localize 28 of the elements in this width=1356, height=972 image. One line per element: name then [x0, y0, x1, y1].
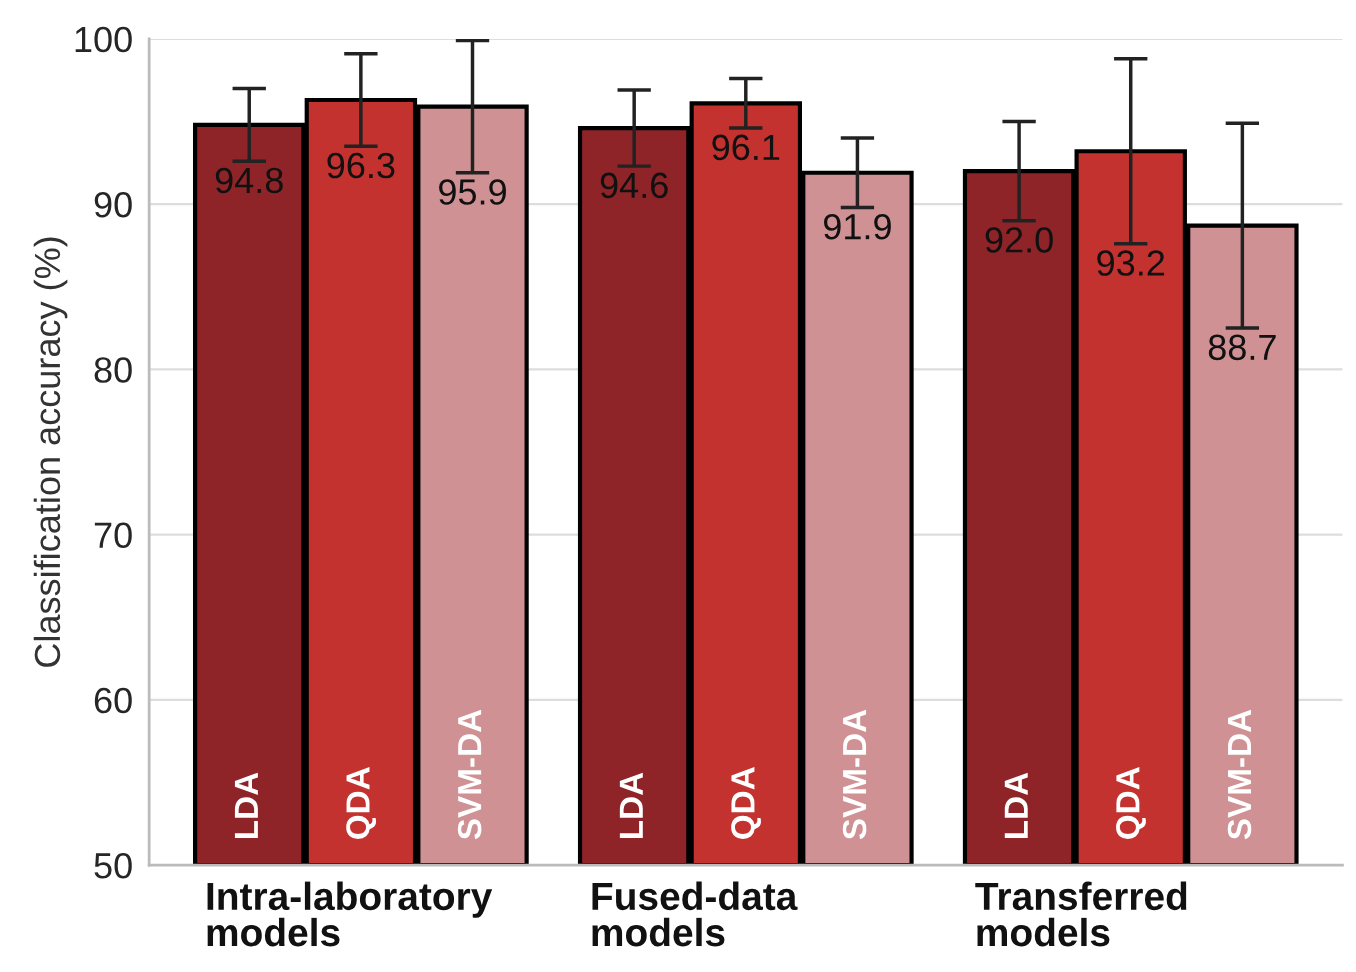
- y-tick-label: 100: [75, 26, 132, 53]
- data-label: 95.9: [439, 179, 506, 205]
- x-tick-label: Intra-laboratory models: [207, 881, 493, 947]
- data-label: 94.6: [600, 172, 668, 199]
- data-label: 92.0: [985, 227, 1053, 253]
- text: QDA: [1116, 767, 1146, 839]
- y-axis-title: Classification accuracy (%): [33, 237, 68, 667]
- series-label: SVM-DA: [457, 709, 482, 840]
- x-tick-label: Transferred models: [975, 881, 1187, 947]
- x-tick-label: Fused-data models: [592, 881, 798, 947]
- text: SVM-DA: [842, 709, 867, 840]
- data-label: 96.3: [327, 152, 395, 179]
- series-label: LDA: [234, 772, 258, 839]
- y-tick-label: 90: [94, 191, 132, 218]
- text: QDA: [731, 767, 761, 839]
- text: LDA: [1004, 772, 1028, 839]
- data-label: 94.8: [215, 167, 283, 194]
- series-label: QDA: [346, 767, 377, 839]
- data-label: 96.1: [712, 134, 780, 161]
- data-label: 88.7: [1208, 334, 1276, 361]
- y-tick-label: 70: [94, 522, 132, 549]
- y-tick-label: 80: [94, 357, 132, 383]
- text: SVM-DA: [1227, 709, 1252, 840]
- y-tick-label: 50: [94, 852, 132, 879]
- data-label: 93.2: [1097, 250, 1165, 276]
- y-tick-label: 60: [94, 687, 132, 714]
- data-label: 91.9: [823, 213, 891, 240]
- text: LDA: [619, 772, 643, 839]
